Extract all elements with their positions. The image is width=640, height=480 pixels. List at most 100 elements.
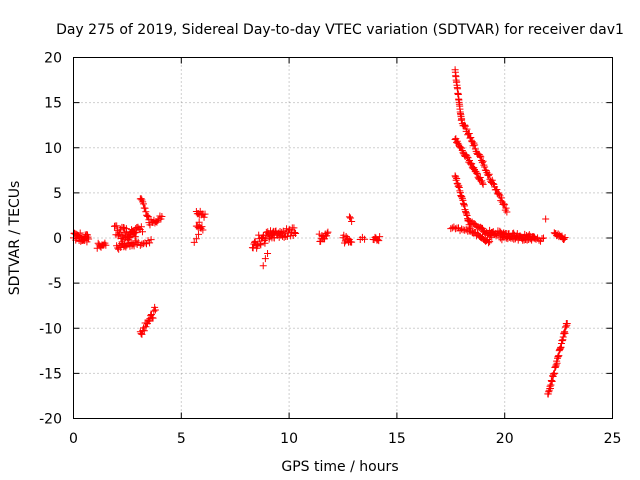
- data-point: [458, 225, 466, 233]
- data-point: [471, 141, 479, 149]
- plot-frame: [73, 57, 613, 419]
- data-point: [278, 228, 286, 236]
- y-tick-label: -10: [39, 321, 62, 337]
- data-point: [361, 235, 369, 243]
- data-point: [542, 215, 550, 223]
- data-point: [525, 236, 533, 244]
- data-point: [481, 163, 489, 171]
- data-point: [454, 182, 462, 190]
- data-point: [456, 143, 464, 151]
- data-point: [458, 193, 466, 201]
- data-point: [192, 235, 200, 243]
- data-point: [138, 330, 146, 338]
- data-point: [256, 240, 264, 248]
- data-point: [550, 369, 558, 377]
- data-point: [142, 240, 150, 248]
- y-tick-label: 15: [44, 96, 62, 112]
- data-point: [494, 189, 502, 197]
- data-point: [347, 214, 355, 222]
- data-point: [489, 179, 497, 187]
- data-point: [149, 314, 157, 322]
- data-point: [462, 226, 470, 234]
- data-point: [280, 233, 288, 241]
- data-point: [497, 194, 505, 202]
- data-point: [478, 179, 486, 187]
- data-point: [137, 223, 145, 231]
- data-point: [151, 306, 159, 314]
- data-point: [140, 327, 148, 335]
- data-point: [138, 228, 146, 236]
- data-point: [502, 204, 510, 212]
- x-tick-label: 0: [69, 431, 78, 447]
- data-point: [283, 232, 291, 240]
- y-tick-label: -5: [48, 276, 62, 292]
- data-point: [450, 223, 458, 231]
- data-point: [83, 238, 91, 246]
- y-tick-label: -15: [39, 366, 62, 382]
- data-point: [478, 224, 486, 232]
- data-point: [517, 233, 525, 241]
- data-point: [131, 228, 139, 236]
- data-point: [143, 211, 151, 219]
- x-tick-label: 10: [280, 431, 298, 447]
- data-point: [540, 234, 548, 242]
- y-tick-label: 0: [53, 231, 62, 247]
- data-point: [476, 174, 484, 182]
- data-point: [477, 153, 485, 161]
- data-point: [485, 170, 493, 178]
- data-point: [137, 195, 145, 203]
- data-point: [526, 235, 534, 243]
- x-tick-label: 25: [604, 431, 622, 447]
- data-point: [342, 233, 350, 241]
- data-point: [466, 134, 474, 142]
- data-point: [496, 234, 504, 242]
- data-point: [116, 228, 124, 236]
- data-point: [324, 228, 332, 236]
- data-point: [455, 182, 463, 190]
- data-point: [200, 213, 208, 221]
- data-point: [144, 316, 152, 324]
- data-point: [484, 171, 492, 179]
- data-point: [459, 196, 467, 204]
- data-point: [257, 241, 265, 249]
- data-point: [563, 320, 571, 328]
- data-point: [76, 229, 84, 237]
- data-point: [466, 159, 474, 167]
- data-point: [467, 133, 475, 141]
- y-tick-label: 20: [44, 51, 62, 67]
- data-point: [476, 152, 484, 160]
- data-point: [467, 160, 475, 168]
- data-point: [130, 242, 138, 250]
- data-point: [199, 226, 207, 234]
- data-point: [473, 169, 481, 177]
- data-point: [461, 122, 469, 130]
- data-point: [493, 186, 501, 194]
- data-point: [102, 241, 110, 249]
- data-point: [463, 125, 471, 133]
- data-point: [348, 238, 356, 246]
- data-point: [458, 115, 466, 123]
- data-point: [535, 236, 543, 244]
- data-point: [150, 307, 158, 315]
- data-point: [261, 239, 269, 247]
- data-point: [198, 223, 206, 231]
- data-point: [195, 230, 203, 238]
- data-point: [454, 139, 462, 147]
- data-point: [375, 237, 383, 245]
- data-point: [344, 234, 352, 242]
- x-tick-labels: 0 5 10 15 20 25: [69, 431, 621, 447]
- y-tick-label: 5: [53, 186, 62, 202]
- data-point: [348, 217, 356, 225]
- data-point: [457, 191, 465, 199]
- data-point: [142, 208, 150, 216]
- y-tick-labels: -20 -15 -10 -5 0 5 10 15 20: [39, 51, 62, 428]
- data-point: [484, 171, 492, 179]
- data-point: [190, 238, 198, 246]
- data-point: [137, 330, 145, 338]
- data-point: [201, 210, 209, 218]
- data-point: [488, 176, 496, 184]
- data-point: [141, 204, 149, 212]
- data-point: [508, 234, 516, 242]
- data-point: [460, 201, 468, 209]
